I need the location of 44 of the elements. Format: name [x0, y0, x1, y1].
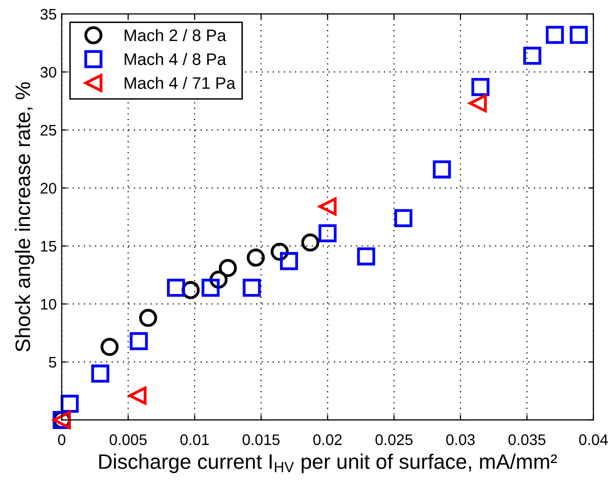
point	[318, 198, 337, 216]
y-tick-label: 35	[40, 8, 56, 20]
point	[242, 278, 261, 297]
x-tick-label: 0.035	[508, 434, 546, 446]
legend-label: Mach 2 / 8 Pa	[124, 28, 226, 42]
point	[318, 224, 337, 242]
y-tick-label: 25	[40, 124, 56, 136]
point	[280, 252, 298, 270]
point	[546, 26, 564, 44]
point	[301, 233, 320, 252]
point	[91, 364, 110, 383]
legend-label: Mach 4 / 8 Pa	[124, 52, 226, 66]
point	[128, 386, 147, 405]
point	[471, 78, 490, 96]
x-tick-label: 0.04	[579, 434, 608, 446]
point	[468, 94, 487, 112]
point	[523, 46, 542, 65]
point	[570, 26, 588, 44]
point	[394, 209, 412, 228]
x-tick-label: 0.005	[110, 434, 147, 446]
point	[166, 278, 186, 297]
y-tick-label: 20	[40, 182, 56, 194]
point	[357, 247, 376, 266]
point	[202, 278, 220, 297]
x-tick-label: 0.02	[313, 434, 342, 446]
point	[139, 308, 158, 327]
x-tick-label: 0	[58, 434, 66, 446]
x-tick-label: 0.015	[242, 434, 280, 446]
point	[218, 258, 237, 278]
point	[60, 394, 79, 413]
x-tick-label: 0.025	[376, 434, 412, 446]
y-tick-label: 5	[48, 357, 56, 368]
point	[130, 332, 148, 350]
y-axis-title: Shock angle increase rate, %	[14, 82, 34, 352]
x-tick-label: 0.01	[180, 434, 209, 446]
y-tick-label: 15	[41, 241, 56, 252]
x-axis-title: Discharge current I$_{HV}$ per unit of surface, mA/mm²	[99, 454, 557, 474]
legend-label: Mach 4 / 71 Pa	[124, 76, 236, 89]
x-tick-label: 0.03	[446, 434, 475, 446]
y-tick-label: 10	[41, 298, 56, 310]
point	[246, 248, 265, 267]
y-tick-label: 30	[40, 66, 56, 78]
point	[432, 160, 451, 178]
point	[100, 338, 119, 356]
